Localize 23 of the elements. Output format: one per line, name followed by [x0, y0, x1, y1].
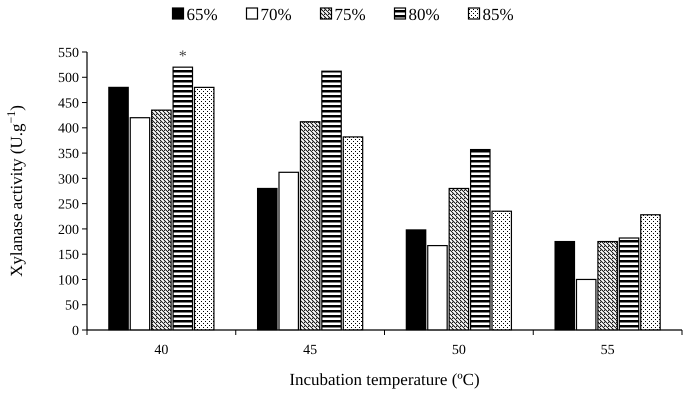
y-tick-label: 200	[58, 222, 79, 238]
y-tick-label: 150	[58, 248, 79, 264]
y-tick-label: 450	[58, 96, 79, 112]
y-tick-label: 550	[58, 46, 79, 61]
y-tick-label: 50	[65, 298, 79, 314]
y-tick-label: 0	[72, 324, 79, 339]
y-tick-label: 300	[58, 172, 79, 188]
legend-label: 85%	[482, 4, 514, 24]
x-tick-label: 55	[600, 343, 615, 358]
y-tick-label: 500	[58, 71, 79, 86]
legend-label: 65%	[186, 4, 218, 24]
x-tick-label: 40	[154, 343, 168, 358]
legend-label: 80%	[408, 4, 440, 24]
y-tick-label: 350	[58, 146, 79, 162]
y-tick-label: 400	[58, 122, 79, 137]
annotation: *	[178, 48, 187, 66]
y-tick-label: 100	[58, 273, 79, 288]
x-tick-label: 50	[452, 343, 466, 358]
x-axis-title: Incubation temperature (ºC)	[289, 370, 480, 389]
y-tick-label: 250	[58, 198, 79, 213]
legend-label: 70%	[260, 4, 292, 24]
x-tick-label: 45	[303, 343, 318, 358]
legend-label: 75%	[334, 4, 366, 24]
